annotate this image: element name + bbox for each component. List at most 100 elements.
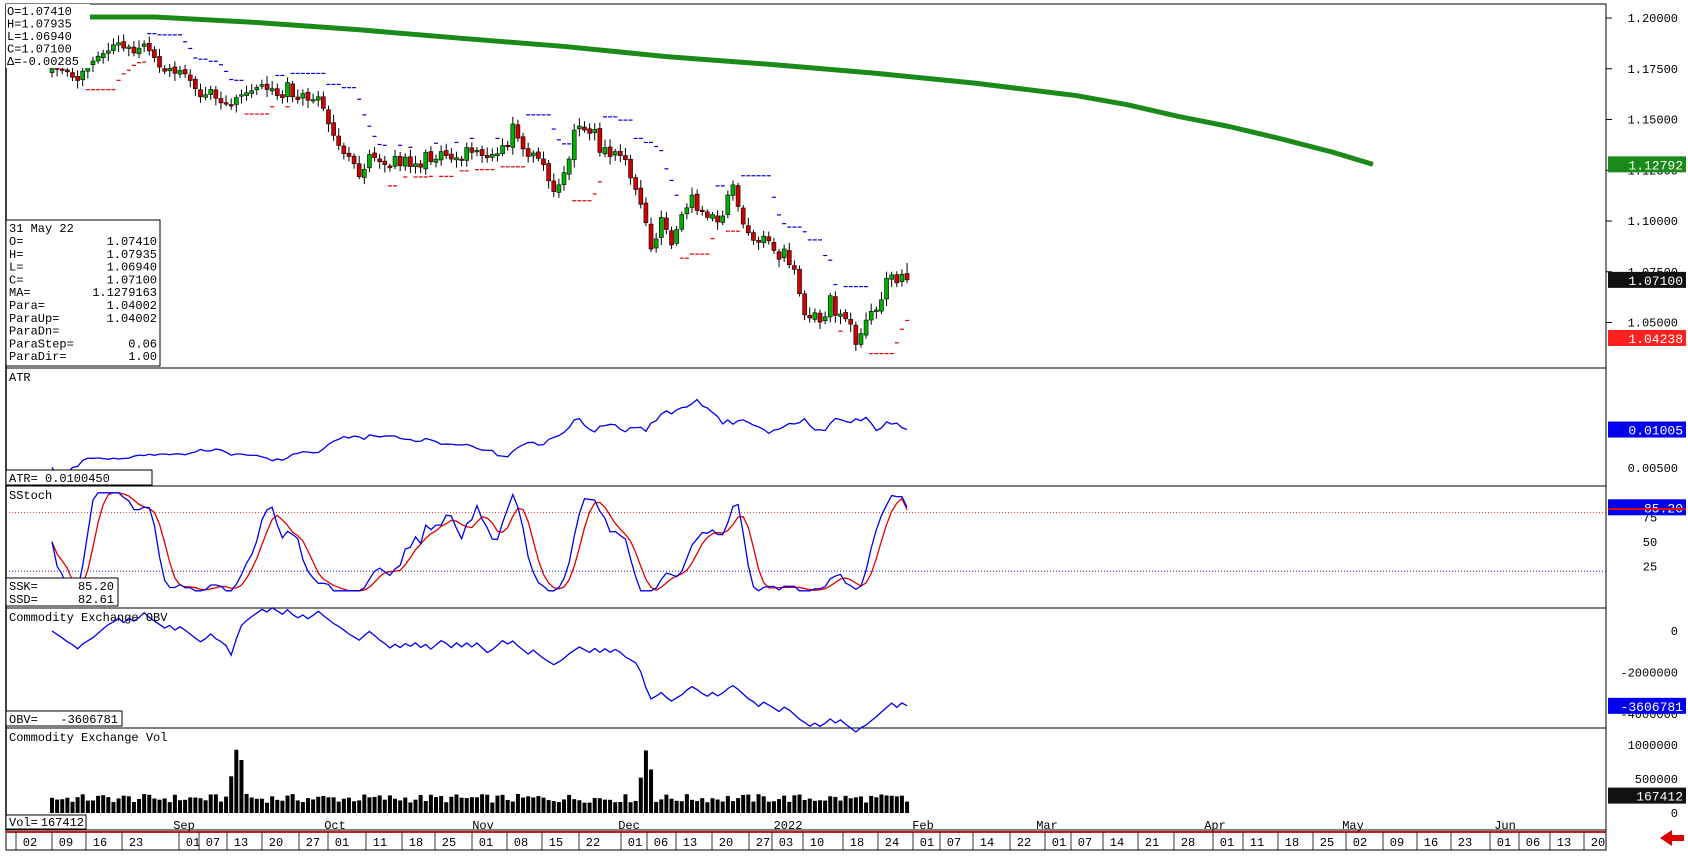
volume-bar	[705, 802, 710, 813]
candle-body	[490, 154, 495, 158]
candle-body	[669, 230, 674, 246]
volume-bar	[546, 800, 551, 813]
volume-bar	[244, 793, 249, 813]
stoch-tick-label: 25	[1643, 560, 1657, 574]
volume-bar	[172, 794, 177, 813]
volume-bar	[454, 794, 459, 813]
volume-bar	[838, 800, 843, 813]
candle-body	[833, 296, 838, 316]
candle-body	[817, 312, 823, 323]
volume-bar	[567, 794, 572, 813]
candle-body	[827, 295, 833, 318]
candle-body	[65, 69, 70, 73]
x-day-label: 27	[756, 836, 770, 850]
x-day-label: 02	[1353, 836, 1367, 850]
candle-body	[495, 153, 500, 156]
candle-body	[182, 69, 188, 75]
x-day-label: 16	[1424, 836, 1438, 850]
candle-body	[618, 151, 623, 156]
obv-badge-box	[1608, 697, 1686, 714]
candle-body	[70, 72, 75, 78]
x-month-label: Dec	[618, 819, 640, 833]
volume-bar	[423, 801, 428, 813]
price-tick-label: 1.10000	[1628, 215, 1678, 229]
x-day-label: 28	[1181, 836, 1195, 850]
volume-bar	[843, 795, 848, 813]
volume-bar	[577, 800, 582, 813]
volume-bar	[480, 794, 485, 813]
candle-body	[740, 207, 746, 225]
candle-body	[193, 78, 198, 89]
close-badge-box	[1608, 271, 1686, 288]
volume-bar	[766, 801, 771, 813]
volume-bar	[894, 796, 899, 813]
x-day-label: 14	[1110, 836, 1124, 850]
candle-body	[280, 94, 285, 98]
volume-bar	[874, 797, 879, 813]
candle-body	[90, 60, 96, 65]
volume-bar	[879, 794, 884, 813]
info-row-label: ParaDn=	[9, 325, 59, 339]
candle-body	[786, 250, 792, 265]
candle-body	[561, 172, 567, 185]
volume-bar	[905, 801, 910, 813]
volume-bar	[510, 801, 515, 813]
ssd-label: SSD=	[9, 593, 38, 607]
stoch-badge-box	[1608, 499, 1686, 516]
volume-bar	[290, 794, 295, 813]
ssk-line	[51, 492, 908, 592]
candle-body	[566, 158, 572, 175]
candle-body	[377, 158, 382, 163]
candle-body	[392, 156, 398, 167]
volume-bar	[674, 800, 679, 813]
volume-bar	[254, 798, 259, 813]
candle-body	[705, 211, 710, 218]
sar-badge-box	[1608, 329, 1686, 346]
volume-bar	[787, 801, 792, 813]
volume-bar	[459, 797, 464, 813]
volume-bar	[730, 801, 735, 813]
ohlc-header-line: H=1.07935	[7, 18, 72, 32]
candle-body	[735, 185, 741, 207]
candle-body	[582, 126, 587, 131]
candle-body	[541, 158, 546, 165]
scroll-left-arrow-icon[interactable]	[1660, 830, 1684, 846]
candle-body	[121, 41, 126, 49]
volume-bar	[807, 798, 812, 813]
x-day-label: 09	[59, 836, 73, 850]
candle-body	[459, 158, 464, 161]
candle-body	[546, 163, 551, 182]
candle-body	[843, 312, 848, 320]
volume-bar	[725, 795, 730, 813]
x-day-label: 01	[1220, 836, 1234, 850]
candle-body	[351, 155, 357, 165]
candle-body	[315, 96, 321, 101]
vol-tick-label: 500000	[1635, 773, 1678, 787]
volume-bar	[439, 796, 444, 813]
candle-body	[408, 156, 413, 167]
volume-bar	[300, 802, 305, 813]
volume-bar	[531, 797, 536, 813]
volume-bar	[80, 794, 85, 813]
candle-body	[868, 311, 874, 321]
volume-bar	[654, 801, 659, 813]
candle-body	[249, 90, 254, 94]
candle-body	[218, 98, 224, 104]
ohlc-header-line: O=1.07410	[7, 5, 72, 19]
volume-bar	[695, 801, 700, 813]
candle-body	[602, 147, 608, 155]
volume-bar	[710, 798, 715, 813]
candle-body	[699, 209, 705, 212]
candle-body	[638, 187, 644, 205]
candle-body	[474, 150, 480, 153]
volume-bar	[167, 802, 172, 813]
x-axis-strip	[5, 829, 1607, 851]
volume-bar	[234, 749, 239, 813]
candle-body	[208, 89, 214, 95]
x-month-label: Sep	[173, 819, 195, 833]
volume-bar	[889, 795, 894, 813]
volume-bar	[485, 794, 490, 813]
candle-body	[838, 313, 843, 317]
volume-bar	[75, 797, 80, 813]
candle-body	[274, 88, 280, 96]
